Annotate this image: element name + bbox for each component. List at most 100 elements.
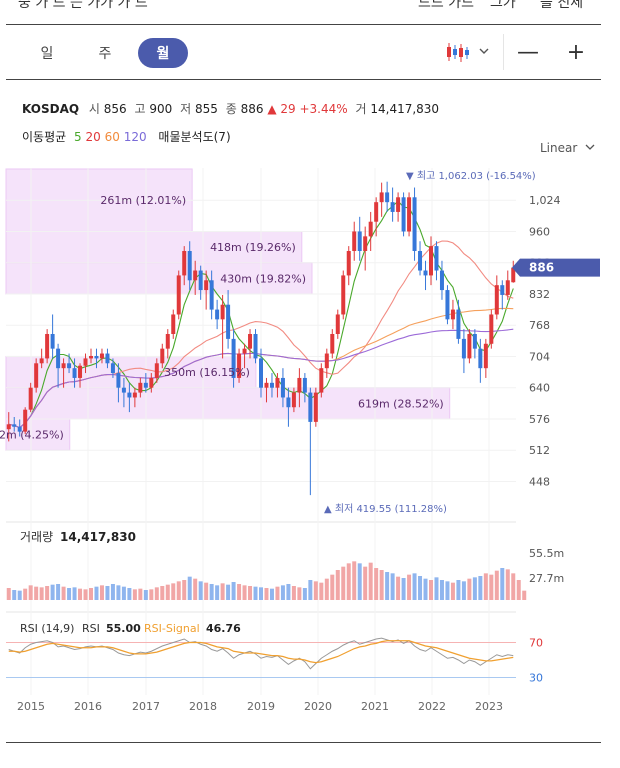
candle-body [132, 392, 137, 398]
candle-body [193, 270, 198, 281]
rsi-panel-label: RSI (14,9) [20, 622, 74, 635]
volume-axis-mid: 27.7m [529, 572, 564, 585]
candle-body [269, 382, 274, 388]
candle-body [478, 348, 483, 369]
candle-body [445, 290, 450, 320]
volume-bar [23, 588, 28, 600]
candle-body [429, 246, 433, 276]
candle-body [176, 275, 181, 315]
volume-bar [286, 584, 291, 600]
candle-body [297, 377, 302, 393]
candle-body [187, 251, 192, 281]
zoom-in-button[interactable]: + [566, 39, 586, 65]
volume-bar [407, 574, 412, 600]
candle-body [72, 368, 77, 378]
candle-body [308, 392, 313, 422]
volume-bar [83, 589, 88, 600]
chevron-down-icon [479, 48, 489, 54]
candle-body [149, 377, 154, 388]
volume-bar [50, 584, 55, 600]
price-axis-label: 768 [529, 319, 550, 332]
candle-body [28, 387, 33, 410]
candle-body [226, 304, 231, 339]
volume-bar [374, 568, 379, 600]
volume-profile-toggle[interactable]: 매물분석도(7) [158, 130, 231, 144]
ma-5[interactable]: 5 [74, 130, 82, 144]
candle-body [138, 382, 143, 393]
volume-bar [522, 590, 527, 600]
volume-bar [264, 588, 269, 600]
volume-bar [231, 582, 236, 600]
volume-profile-bar [5, 418, 71, 451]
candle-body [89, 355, 93, 359]
volume-bar [302, 588, 307, 600]
candle-body [67, 363, 72, 369]
volume-bar [291, 586, 296, 600]
candle-body [61, 363, 66, 369]
price-axis-label: 832 [529, 288, 550, 301]
volume-bar [269, 588, 274, 600]
volume-profile-label: 619m (28.52%) [358, 397, 444, 410]
chart-type-select[interactable] [431, 34, 504, 70]
rsi-line [8, 637, 514, 670]
candle-body [34, 363, 39, 388]
volume-bar [220, 583, 225, 600]
candle-body [324, 353, 329, 369]
volume-bar [335, 570, 340, 600]
volume-bar [94, 586, 99, 600]
volume-bar [456, 580, 461, 600]
tab-weekly[interactable]: 주 [98, 46, 112, 62]
price-axis-label: 512 [529, 444, 550, 457]
candle-body [385, 192, 390, 203]
candle-body [412, 197, 417, 251]
candle-body [99, 353, 104, 359]
volume-profile-label: 92.2m (4.25%) [0, 429, 64, 442]
volume-bar [6, 588, 11, 600]
volume-bar [368, 562, 373, 600]
volume-bar [121, 586, 126, 600]
volume-bar [412, 573, 417, 600]
volume-bar [89, 588, 93, 600]
volume-bar [237, 584, 242, 600]
volume-bar [34, 586, 39, 600]
volume-bar [478, 576, 483, 600]
top-fragment-search[interactable]: 중 가 드 는 가가 가 드 [18, 0, 148, 10]
zoom-out-button[interactable]: — [517, 39, 539, 65]
ma-20[interactable]: 20 [85, 130, 101, 144]
current-price-tag [512, 258, 600, 277]
candle-body [434, 246, 439, 271]
price-axis-label: 640 [529, 382, 550, 395]
tab-monthly[interactable]: 월 [138, 38, 188, 68]
volume-bar [193, 578, 198, 600]
year-label: 2023 [475, 700, 503, 713]
volume-value: 14,417,830 [370, 102, 440, 116]
ma-120[interactable]: 120 [123, 130, 147, 144]
tab-daily[interactable]: 일 [40, 46, 54, 62]
volume-profile-bar [5, 355, 257, 389]
candle-body [511, 267, 516, 283]
volume-bar [346, 563, 351, 600]
volume-bar [379, 570, 384, 600]
volume-bar [242, 585, 247, 600]
candle-body [105, 353, 110, 364]
year-label: 2016 [74, 700, 102, 713]
candle-body [110, 363, 115, 374]
volume-panel-value: 14,417,830 [60, 530, 136, 544]
candle-body [242, 348, 247, 354]
volume-profile-bar [5, 387, 451, 420]
ma120-line [8, 328, 514, 429]
scale-select[interactable]: Linear [540, 141, 595, 155]
volume-bar [352, 561, 357, 600]
volume-bar [56, 584, 61, 600]
high-value: 900 [149, 102, 173, 116]
volume-bar [171, 583, 176, 600]
candle-body [209, 280, 214, 310]
top-fragment-3[interactable]: 플 진체 [540, 0, 584, 10]
top-fragment-2[interactable]: 그가 [490, 0, 516, 10]
ma-60[interactable]: 60 [104, 130, 120, 144]
volume-bar [511, 573, 516, 600]
chart-toolbar: — + [431, 34, 600, 70]
rsi-value: 55.00 [106, 622, 141, 635]
top-fragment-1[interactable]: 드드 가드 [418, 0, 474, 10]
volume-bar [116, 585, 121, 600]
